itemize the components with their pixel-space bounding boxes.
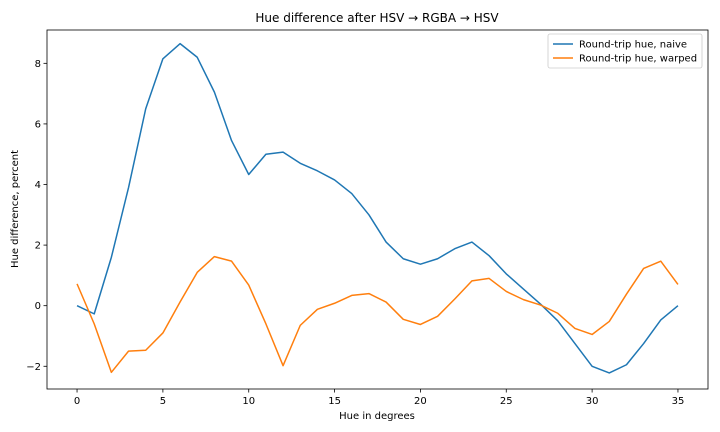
x-tick-label: 5 xyxy=(160,396,166,407)
series-line-warped xyxy=(76,255,679,374)
plot-frame xyxy=(46,29,709,390)
y-axis-label: Hue difference, percent xyxy=(10,150,21,268)
y-tick-label: 8 xyxy=(35,59,41,70)
legend-label: Round-trip hue, naive xyxy=(579,40,687,51)
x-tick-label: 25 xyxy=(500,396,513,407)
plot-lines xyxy=(76,42,679,374)
x-tick-label: 30 xyxy=(586,396,599,407)
x-tick-label: 35 xyxy=(672,396,685,407)
x-tick-label: 10 xyxy=(242,396,255,407)
legend: Round-trip hue, naive Round-trip hue, war… xyxy=(547,33,703,69)
y-tick-label: 4 xyxy=(35,180,41,191)
x-axis-label: Hue in degrees xyxy=(339,411,415,422)
chart-title: Hue difference after HSV → RGBA → HSV xyxy=(255,11,499,25)
axes: 0 5 10 15 20 25 30 35 −2 0 2 4 6 8 xyxy=(26,59,684,407)
y-tick-label: −2 xyxy=(26,362,41,373)
x-tick-label: 0 xyxy=(74,396,80,407)
y-tick-label: 0 xyxy=(35,301,41,312)
legend-box xyxy=(547,33,703,69)
y-tick-label: 6 xyxy=(35,119,41,130)
x-tick-label: 20 xyxy=(414,396,427,407)
legend-label: Round-trip hue, warped xyxy=(579,54,697,65)
series-line-naive xyxy=(76,42,679,374)
axes-spines xyxy=(46,29,709,390)
y-tick-label: 2 xyxy=(35,241,41,252)
x-tick-label: 15 xyxy=(328,396,341,407)
